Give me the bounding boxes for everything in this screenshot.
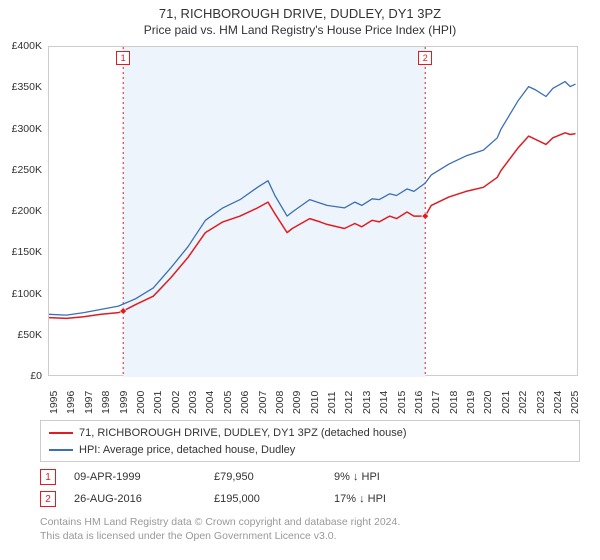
x-tick-label: 1999 [118, 380, 130, 414]
sale-badge: 1 [40, 469, 56, 485]
y-tick-label: £0 [30, 370, 42, 382]
sale-hpi-diff: 9% ↓ HPI [334, 471, 434, 483]
legend-row: HPI: Average price, detached house, Dudl… [49, 442, 571, 459]
chart-title: 71, RICHBOROUGH DRIVE, DUDLEY, DY1 3PZ [0, 0, 600, 21]
y-tick-label: £300K [12, 123, 42, 135]
footer-line-1: Contains HM Land Registry data © Crown c… [40, 516, 580, 530]
x-tick-label: 1997 [83, 380, 95, 414]
plot-area: 12 [48, 46, 578, 376]
x-tick-label: 2017 [430, 380, 442, 414]
x-tick-label: 2022 [517, 380, 529, 414]
sale-badge: 2 [40, 491, 56, 507]
x-tick-label: 2006 [239, 380, 251, 414]
y-tick-label: £50K [17, 329, 42, 341]
x-tick-label: 2019 [465, 380, 477, 414]
sale-marker-flag: 2 [418, 51, 432, 65]
sale-date: 09-APR-1999 [74, 471, 214, 483]
x-tick-label: 2020 [482, 380, 494, 414]
y-tick-label: £400K [12, 40, 42, 52]
y-tick-label: £100K [12, 288, 42, 300]
sale-row: 2 26-AUG-2016£195,00017% ↓ HPI [40, 488, 580, 510]
x-tick-label: 2014 [378, 380, 390, 414]
sale-marker-flag: 1 [116, 51, 130, 65]
x-axis-labels: 1995 1996 1997 1998 1999 2000 2001 2002 2003 2004… [48, 378, 578, 420]
legend-swatch [49, 449, 73, 451]
x-tick-label: 2004 [204, 380, 216, 414]
x-tick-label: 1996 [65, 380, 77, 414]
y-tick-label: £350K [12, 81, 42, 93]
sale-row: 1 09-APR-1999£79,9509% ↓ HPI [40, 466, 580, 488]
legend-label: HPI: Average price, detached house, Dudl… [79, 442, 295, 459]
sale-date: 26-AUG-2016 [74, 493, 214, 505]
x-tick-label: 2002 [170, 380, 182, 414]
sale-price: £195,000 [214, 493, 334, 505]
x-tick-label: 2001 [152, 380, 164, 414]
legend-label: 71, RICHBOROUGH DRIVE, DUDLEY, DY1 3PZ (… [79, 425, 406, 442]
y-tick-label: £200K [12, 205, 42, 217]
x-tick-label: 2009 [291, 380, 303, 414]
legend-swatch [49, 432, 73, 434]
x-tick-label: 2008 [274, 380, 286, 414]
x-tick-label: 2013 [361, 380, 373, 414]
sale-hpi-diff: 17% ↓ HPI [334, 493, 434, 505]
chart-container: 71, RICHBOROUGH DRIVE, DUDLEY, DY1 3PZ P… [0, 0, 600, 560]
x-tick-label: 2000 [135, 380, 147, 414]
footer-line-2: This data is licensed under the Open Gov… [40, 530, 580, 544]
x-tick-label: 2018 [448, 380, 460, 414]
x-tick-label: 2016 [413, 380, 425, 414]
x-tick-label: 2003 [187, 380, 199, 414]
x-tick-label: 2021 [500, 380, 512, 414]
x-tick-label: 2023 [535, 380, 547, 414]
x-tick-label: 1998 [100, 380, 112, 414]
y-tick-label: £150K [12, 246, 42, 258]
footer-attribution: Contains HM Land Registry data © Crown c… [40, 516, 580, 543]
x-tick-label: 2015 [396, 380, 408, 414]
x-tick-label: 2007 [257, 380, 269, 414]
x-tick-label: 2011 [326, 380, 338, 414]
x-tick-label: 1995 [48, 380, 60, 414]
sale-price: £79,950 [214, 471, 334, 483]
x-tick-label: 2024 [552, 380, 564, 414]
legend-row: 71, RICHBOROUGH DRIVE, DUDLEY, DY1 3PZ (… [49, 425, 571, 442]
x-tick-label: 2012 [343, 380, 355, 414]
x-tick-label: 2005 [222, 380, 234, 414]
chart-svg [49, 47, 579, 377]
chart-subtitle: Price paid vs. HM Land Registry's House … [0, 21, 600, 41]
x-tick-label: 2010 [309, 380, 321, 414]
x-tick-label: 2025 [569, 380, 581, 414]
y-axis-labels: £0£50K£100K£150K£200K£250K£300K£350K£400… [0, 46, 46, 376]
y-tick-label: £250K [12, 164, 42, 176]
sales-table: 1 09-APR-1999£79,9509% ↓ HPI 2 26-AUG-2016£… [40, 466, 580, 510]
legend-box: 71, RICHBOROUGH DRIVE, DUDLEY, DY1 3PZ (… [40, 420, 580, 462]
